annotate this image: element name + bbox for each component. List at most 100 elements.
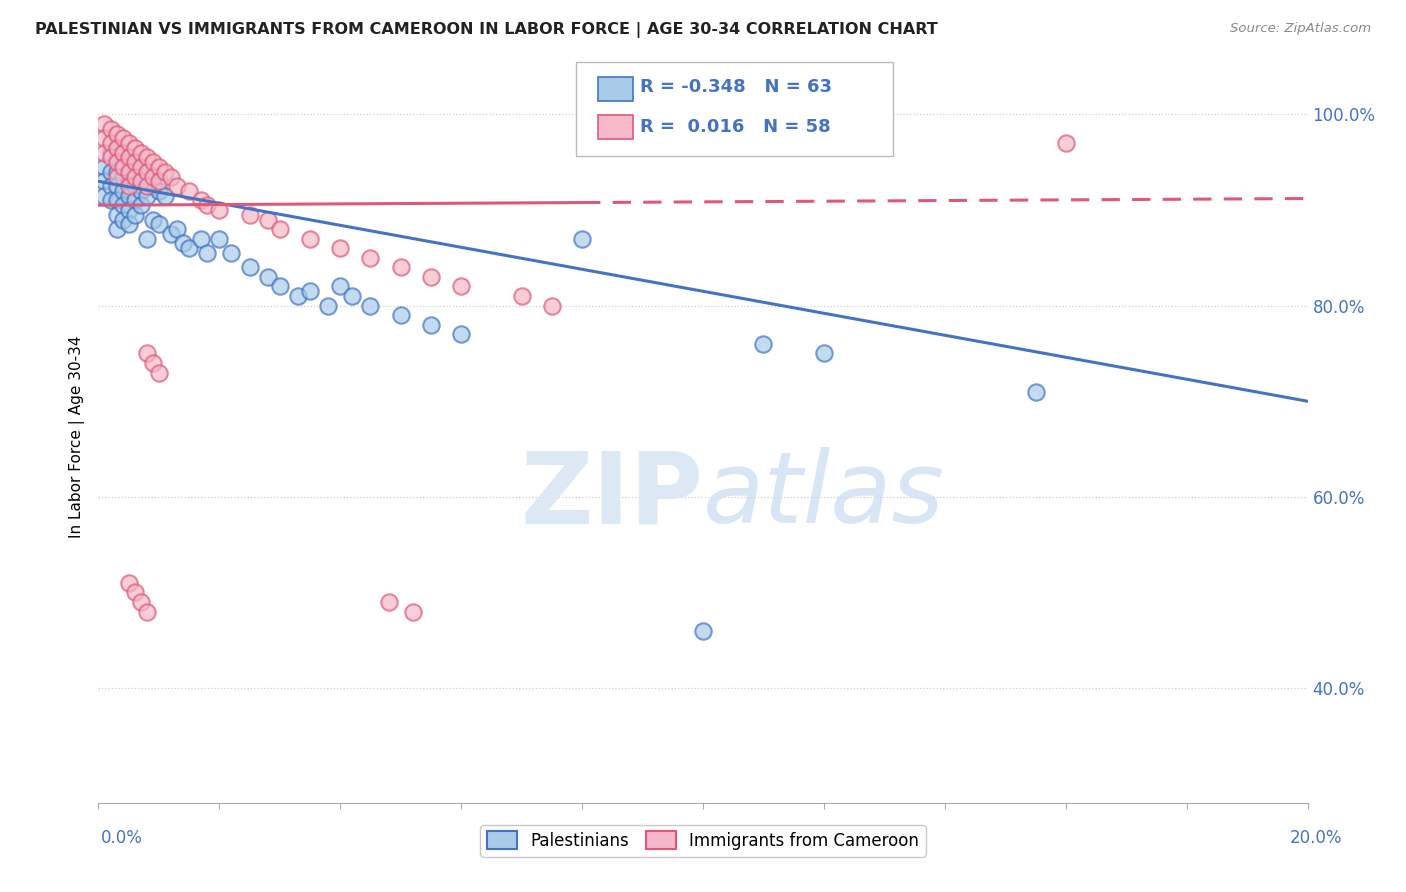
- Point: [450, 279, 472, 293]
- Point: [752, 336, 775, 351]
- Point: [142, 212, 165, 227]
- Point: [118, 179, 141, 194]
- Point: [135, 346, 157, 360]
- Point: [129, 160, 152, 174]
- Point: [105, 165, 128, 179]
- Point: [111, 212, 134, 227]
- Point: [540, 299, 562, 313]
- Point: [129, 595, 152, 609]
- Point: [148, 184, 170, 198]
- Text: PALESTINIAN VS IMMIGRANTS FROM CAMEROON IN LABOR FORCE | AGE 30-34 CORRELATION C: PALESTINIAN VS IMMIGRANTS FROM CAMEROON …: [35, 22, 938, 38]
- Point: [692, 624, 714, 638]
- Point: [124, 585, 146, 599]
- Point: [160, 169, 183, 184]
- Point: [420, 318, 443, 332]
- Point: [329, 241, 352, 255]
- Point: [105, 155, 128, 169]
- Point: [256, 212, 278, 227]
- Text: ZIP: ZIP: [520, 447, 703, 544]
- Point: [105, 169, 128, 184]
- Point: [105, 141, 128, 155]
- Point: [135, 174, 157, 188]
- Point: [111, 145, 134, 160]
- Point: [100, 121, 122, 136]
- Point: [111, 198, 134, 212]
- Point: [111, 169, 134, 184]
- Point: [190, 232, 212, 246]
- Point: [124, 179, 146, 194]
- Point: [389, 308, 412, 322]
- Point: [813, 346, 835, 360]
- Point: [135, 188, 157, 202]
- Point: [148, 218, 170, 232]
- Point: [135, 179, 157, 194]
- Text: 0.0%: 0.0%: [101, 829, 143, 847]
- Point: [179, 241, 201, 255]
- Point: [124, 155, 146, 169]
- Text: R = -0.348   N = 63: R = -0.348 N = 63: [640, 78, 832, 96]
- Point: [111, 160, 134, 174]
- Point: [172, 236, 194, 251]
- Point: [93, 188, 115, 202]
- Point: [299, 285, 322, 299]
- Point: [124, 194, 146, 208]
- Point: [142, 155, 165, 169]
- Point: [118, 136, 141, 150]
- Point: [510, 289, 533, 303]
- Point: [148, 160, 170, 174]
- Point: [105, 222, 128, 236]
- Point: [269, 279, 291, 293]
- Point: [100, 165, 122, 179]
- Point: [1054, 136, 1077, 150]
- Point: [118, 165, 141, 179]
- Point: [129, 169, 152, 184]
- Point: [142, 356, 165, 370]
- Point: [221, 246, 243, 260]
- Point: [166, 179, 188, 194]
- Point: [135, 232, 157, 246]
- Point: [153, 165, 176, 179]
- Point: [239, 260, 262, 275]
- Point: [239, 208, 262, 222]
- Point: [316, 299, 339, 313]
- Point: [148, 366, 170, 380]
- Point: [402, 605, 425, 619]
- Point: [160, 227, 183, 241]
- Point: [129, 145, 152, 160]
- Point: [135, 165, 157, 179]
- Point: [111, 131, 134, 145]
- Point: [208, 232, 231, 246]
- Point: [118, 575, 141, 590]
- Point: [93, 145, 115, 160]
- Point: [450, 327, 472, 342]
- Point: [269, 222, 291, 236]
- Point: [118, 202, 141, 217]
- Point: [105, 150, 128, 164]
- Point: [118, 150, 141, 164]
- Point: [105, 179, 128, 194]
- Text: R =  0.016   N = 58: R = 0.016 N = 58: [640, 118, 831, 136]
- Point: [118, 218, 141, 232]
- Point: [105, 208, 128, 222]
- Point: [571, 232, 593, 246]
- Point: [105, 194, 128, 208]
- Point: [287, 289, 309, 303]
- Point: [153, 188, 176, 202]
- Point: [389, 260, 412, 275]
- Point: [129, 198, 152, 212]
- Point: [124, 208, 146, 222]
- Point: [100, 150, 122, 164]
- Point: [124, 165, 146, 179]
- Point: [342, 289, 364, 303]
- Point: [329, 279, 352, 293]
- Point: [256, 269, 278, 284]
- Point: [190, 194, 212, 208]
- Point: [195, 246, 218, 260]
- Point: [118, 174, 141, 188]
- Point: [105, 127, 128, 141]
- Point: [135, 605, 157, 619]
- Point: [148, 174, 170, 188]
- Point: [142, 169, 165, 184]
- Text: Source: ZipAtlas.com: Source: ZipAtlas.com: [1230, 22, 1371, 36]
- Point: [129, 184, 152, 198]
